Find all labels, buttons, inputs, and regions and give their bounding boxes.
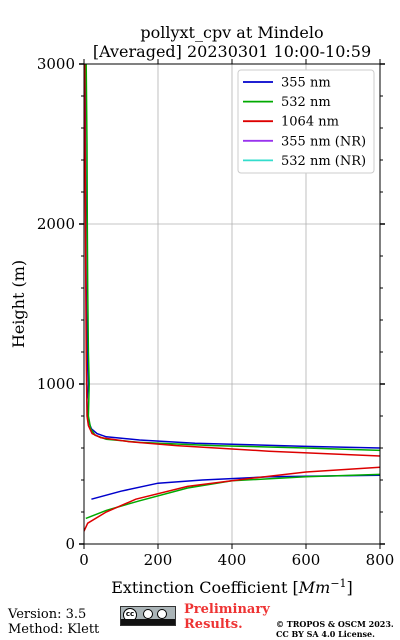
y-tick-label: 1000 <box>37 375 75 393</box>
chart-title: pollyxt_cpv at Mindelo <box>140 23 323 42</box>
legend-label-2: 1064 nm <box>281 115 339 130</box>
ticks: 0 200 400 600 800 0 1000 2000 3000 <box>37 55 395 569</box>
legend-label-0: 355 nm <box>281 76 331 91</box>
y-axis-label: Height (m) <box>9 260 28 348</box>
y-tick-label: 3000 <box>37 55 75 73</box>
y-tick-label: 0 <box>65 535 75 553</box>
cc-by-sa-license-badge: cc <box>120 606 176 626</box>
x-tick-label: 0 <box>79 551 89 569</box>
preliminary-results-text: Preliminary Results. <box>184 602 270 632</box>
badge-bar <box>121 619 175 625</box>
by-icon <box>143 609 153 619</box>
method-text: Method: Klett <box>8 622 100 637</box>
x-axis-label-unit-exponent: −1 <box>330 577 346 590</box>
chart-subtitle: [Averaged] 20230301 10:00-10:59 <box>93 42 371 61</box>
series-line-2 <box>84 64 380 532</box>
x-axis-label-close: ] <box>347 578 353 597</box>
x-axis-label: Extinction Coefficient [Mm−1] <box>111 577 353 597</box>
copyright-line-2: CC BY SA 4.0 License. <box>276 629 375 639</box>
extinction-profile-chart: pollyxt_cpv at Mindelo [Averaged] 202303… <box>9 23 395 597</box>
x-axis-label-unit: Mm <box>298 578 331 597</box>
preliminary-line-1: Preliminary <box>184 602 270 617</box>
preliminary-line-2: Results. <box>184 617 243 632</box>
x-tick-label: 400 <box>218 551 247 569</box>
x-tick-label: 200 <box>144 551 173 569</box>
legend-label-1: 532 nm <box>281 95 331 110</box>
version-text: Version: 3.5 <box>8 607 87 622</box>
y-tick-label: 2000 <box>37 215 75 233</box>
series-lines <box>84 64 380 532</box>
copyright-text: © TROPOS & OSCM 2023. CC BY SA 4.0 Licen… <box>276 619 394 639</box>
legend: 355 nm 532 nm 1064 nm 355 nm (NR) 532 nm (NR… <box>237 69 375 174</box>
legend-label-4: 532 nm (NR) <box>281 154 366 169</box>
x-tick-label: 800 <box>366 551 395 569</box>
legend-label-3: 355 nm (NR) <box>281 134 366 149</box>
sa-icon <box>157 609 167 619</box>
series-line-1 <box>85 64 380 520</box>
legend-box <box>237 69 375 174</box>
x-tick-label: 600 <box>292 551 321 569</box>
x-axis-label-main: Extinction Coefficient [ <box>111 578 299 597</box>
copyright-line-1: © TROPOS & OSCM 2023. <box>276 619 394 629</box>
